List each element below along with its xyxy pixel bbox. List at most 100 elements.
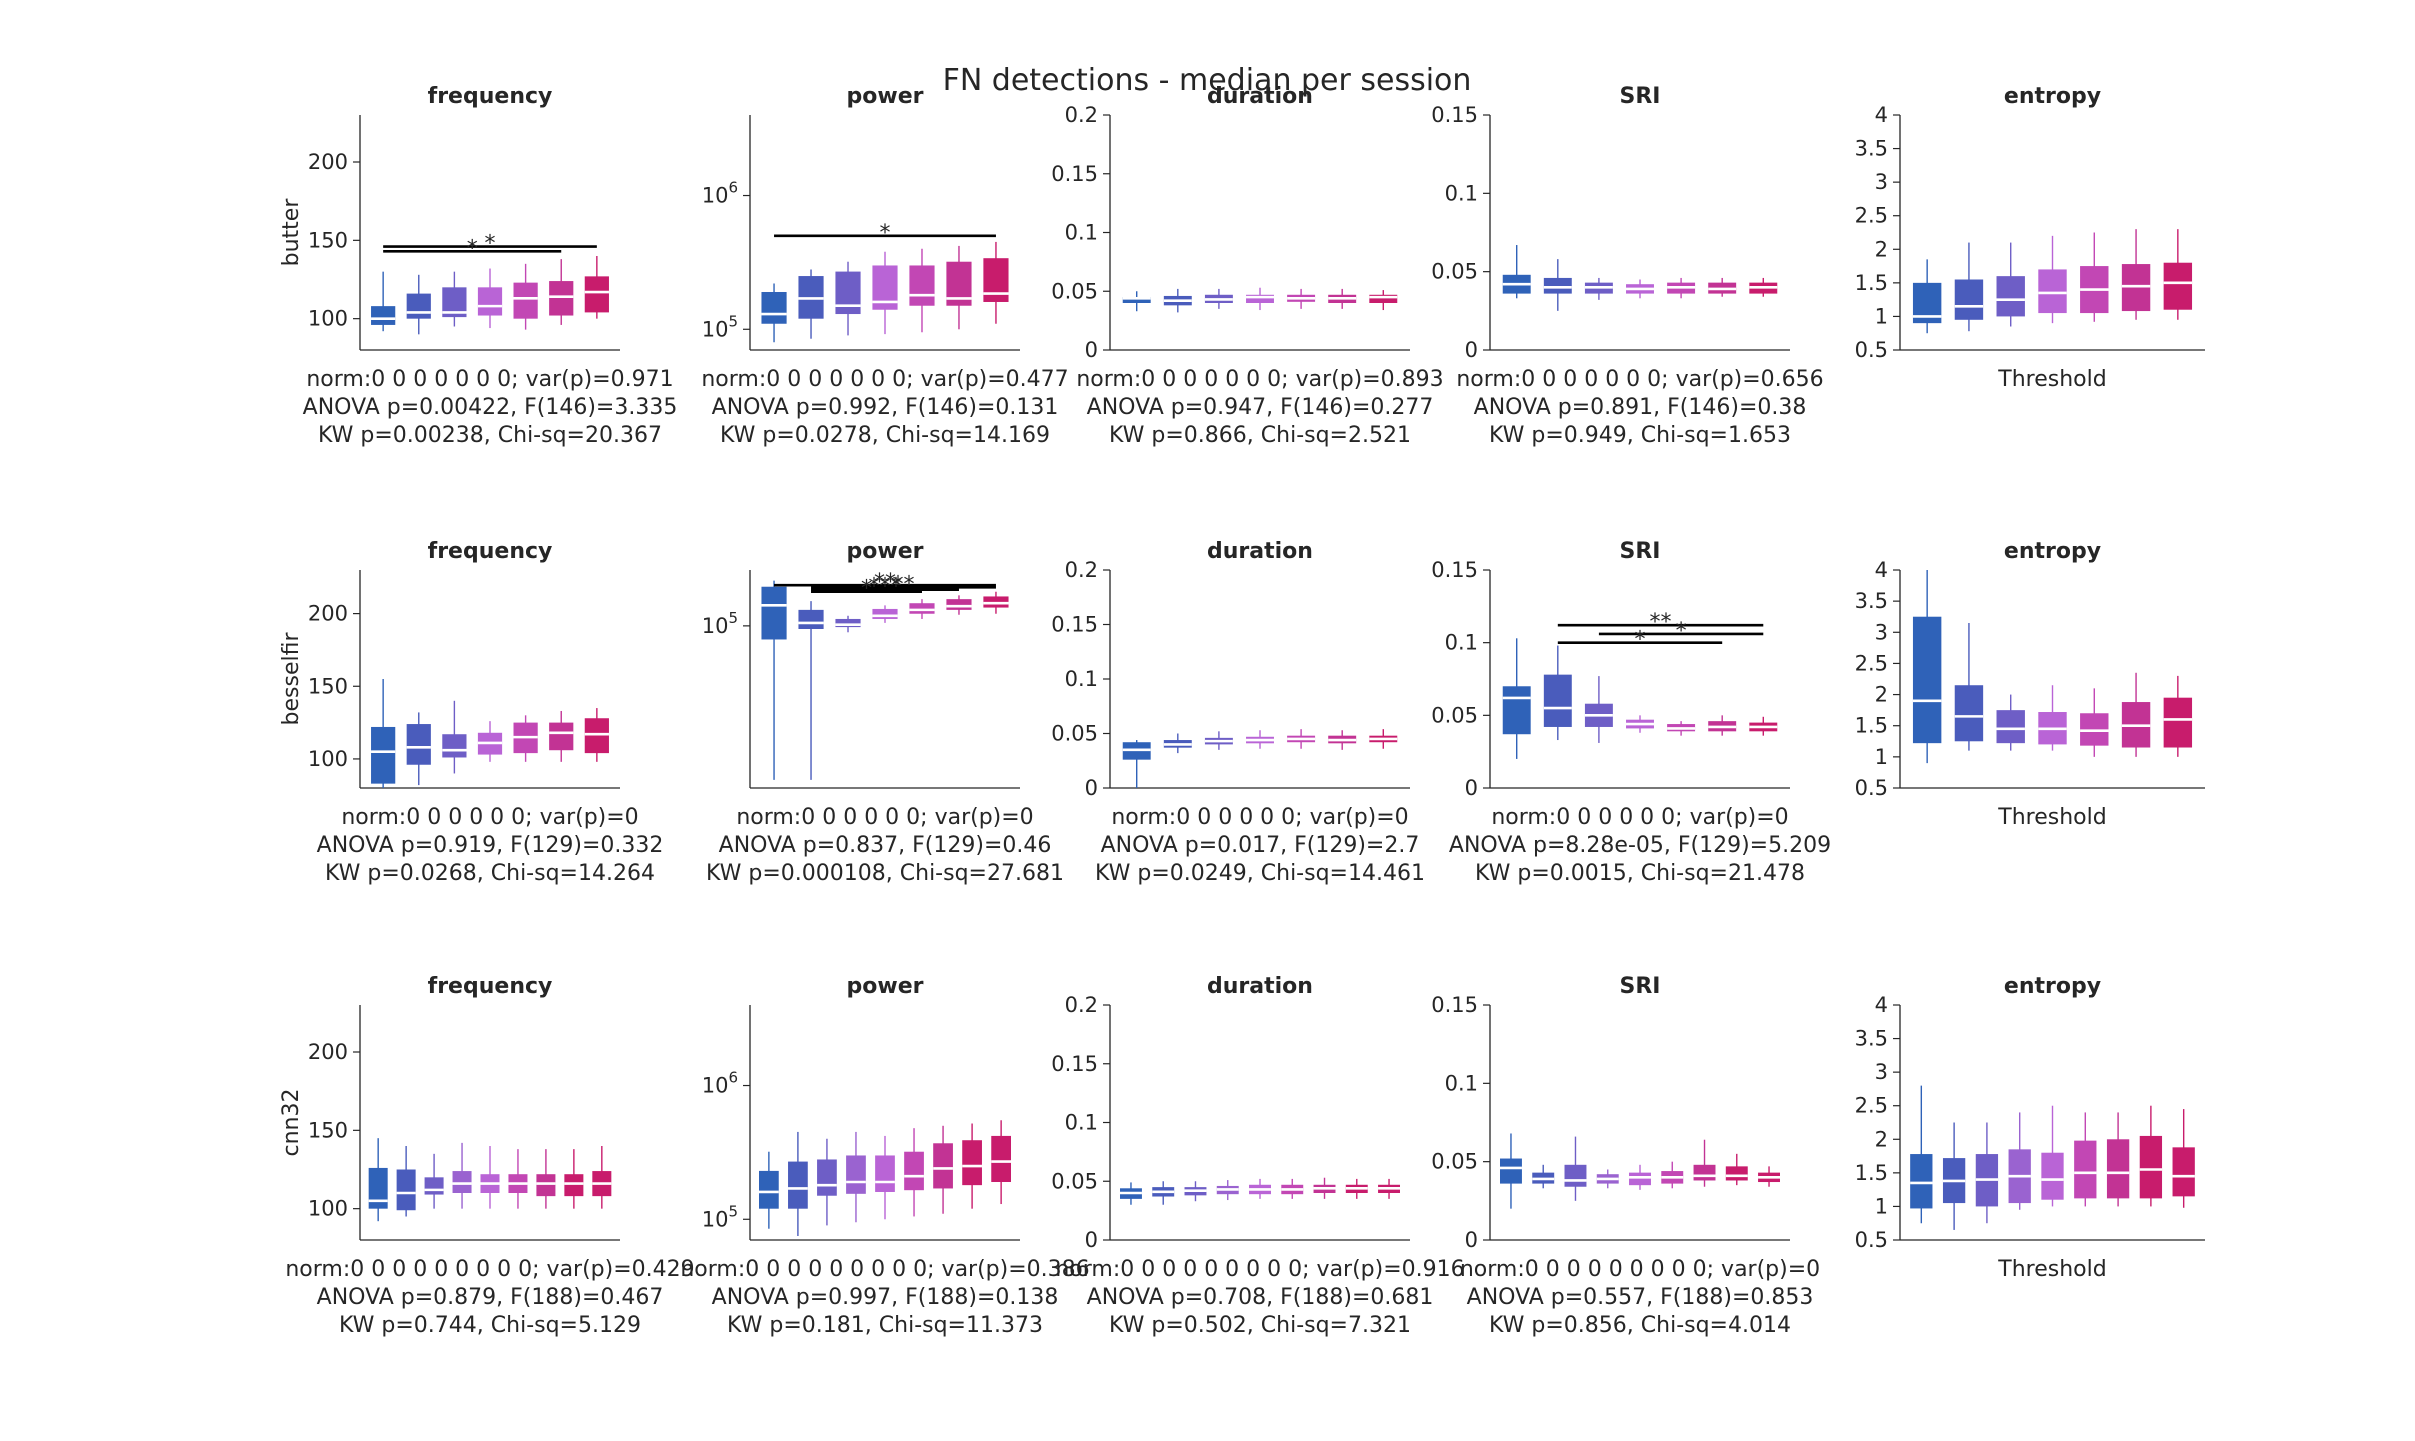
- y-tick-label: 2.5: [1855, 204, 1888, 228]
- y-tick-label: 3.5: [1855, 589, 1888, 613]
- box-9: [991, 1120, 1011, 1205]
- box-1: [1500, 1133, 1522, 1209]
- stats-anova: ANOVA p=0.919, F(129)=0.332: [317, 833, 664, 858]
- figure-title: FN detections - median per session: [943, 63, 1472, 98]
- box-6: [1708, 715, 1737, 736]
- y-tick-label: 0.1: [1445, 1071, 1478, 1095]
- y-tick-label: 0.2: [1065, 103, 1098, 127]
- box-iqr: [1502, 686, 1531, 735]
- stats-norm: norm:0 0 0 0 0 0; var(p)=0: [341, 805, 638, 830]
- box-9: [1758, 1166, 1780, 1187]
- box-2: [788, 1131, 808, 1236]
- y-tick-label: 3: [1875, 170, 1888, 194]
- box-iqr: [875, 1155, 895, 1192]
- y-tick-label: 150: [308, 1118, 348, 1142]
- box-1: [368, 1138, 388, 1222]
- box-7: [584, 256, 609, 319]
- panel-title: entropy: [2004, 539, 2101, 564]
- significance-label: *: [861, 577, 872, 602]
- box-iqr: [1954, 685, 1984, 742]
- box-1: [761, 283, 787, 343]
- y-tick-label: 0: [1465, 1228, 1478, 1252]
- y-tick-label: 4: [1875, 558, 1888, 582]
- panel-cnn32-frequency: frequency 100 150 200 cnn32 norm:0 0 0 0 0 0 …: [279, 974, 695, 1338]
- box-iqr: [2163, 262, 2193, 310]
- y-tick-label: 1.5: [1855, 271, 1888, 295]
- stats-anova: ANOVA p=0.947, F(146)=0.277: [1087, 395, 1434, 420]
- box-iqr: [368, 1167, 388, 1209]
- panel-cnn32-SRI: SRI 0 0.05 0.1 0.15 norm:0 0 0 0 0 0 0 0 0; v…: [1431, 974, 1820, 1338]
- box-2: [798, 269, 824, 339]
- box-6: [904, 1128, 924, 1217]
- box-2: [406, 274, 431, 335]
- y-tick-label: 1.5: [1855, 1161, 1888, 1185]
- panel-besselfir-duration: duration 0 0.05 0.1 0.15 0.2 norm:0 0 0 0 0 0;…: [1051, 539, 1425, 886]
- y-axis-label: cnn32: [279, 1089, 304, 1157]
- panel-title: power: [847, 539, 924, 564]
- stats-norm: norm:0 0 0 0 0 0; var(p)=0: [736, 805, 1033, 830]
- box-iqr: [1543, 277, 1572, 294]
- box-iqr: [946, 599, 972, 610]
- stats-norm: norm:0 0 0 0 0 0 0; var(p)=0.477: [701, 367, 1068, 392]
- box-iqr: [962, 1140, 982, 1186]
- box-9: [2172, 1109, 2195, 1208]
- box-7: [536, 1149, 556, 1209]
- y-tick-label: 0.05: [1051, 279, 1098, 303]
- significance-label: *: [485, 232, 496, 257]
- box-1: [759, 1151, 779, 1229]
- box-iqr: [817, 1159, 837, 1196]
- y-tick-label: 2.5: [1855, 1094, 1888, 1118]
- box-2: [1543, 259, 1572, 311]
- panel-besselfir-entropy: entropy 0.5 1 1.5 2 2.5 3 3.5 4 Threshold: [1855, 539, 2205, 830]
- box-6: [549, 259, 574, 325]
- stats-kw: KW p=0.00238, Chi-sq=20.367: [318, 423, 662, 448]
- y-tick-label: 1: [1875, 1194, 1888, 1218]
- stats-norm: norm:0 0 0 0 0 0 0 0 0; var(p)=0.916: [1055, 1257, 1464, 1282]
- box-2: [1942, 1122, 1966, 1230]
- y-tick-label: 200: [308, 1040, 348, 1064]
- stats-kw: KW p=0.0278, Chi-sq=14.169: [720, 423, 1050, 448]
- stats-kw: KW p=0.744, Chi-sq=5.129: [339, 1313, 641, 1338]
- box-4: [2038, 685, 2067, 751]
- box-7: [1369, 290, 1398, 311]
- y-tick-label: 0: [1085, 1228, 1098, 1252]
- panel-title: frequency: [428, 539, 553, 564]
- y-tick-label: 106: [702, 1069, 738, 1098]
- stats-anova: ANOVA p=0.992, F(146)=0.131: [712, 395, 1059, 420]
- significance-label: *: [467, 236, 478, 261]
- y-tick-label: 1: [1875, 304, 1888, 328]
- box-2: [396, 1146, 416, 1217]
- y-tick-label: 0.5: [1855, 338, 1888, 362]
- box-6: [1328, 730, 1357, 750]
- box-4: [1626, 715, 1654, 733]
- y-tick-label: 200: [308, 150, 348, 174]
- box-7: [1749, 277, 1778, 297]
- box-iqr: [933, 1143, 953, 1189]
- stats-anova: ANOVA p=0.017, F(129)=2.7: [1101, 833, 1420, 858]
- stats-norm: norm:0 0 0 0 0 0 0; var(p)=0.971: [306, 367, 673, 392]
- panel-title: duration: [1207, 974, 1313, 999]
- box-5: [1249, 1178, 1271, 1199]
- y-tick-label: 2.5: [1855, 651, 1888, 675]
- box-3: [1996, 694, 2025, 751]
- y-tick-label: 0.5: [1855, 1228, 1888, 1252]
- y-tick-label: 2: [1875, 237, 1888, 261]
- box-2: [1152, 1181, 1175, 1205]
- y-tick-label: 0.05: [1051, 722, 1098, 746]
- box-4: [846, 1131, 866, 1223]
- box-4: [1246, 287, 1274, 311]
- box-7: [983, 591, 1009, 614]
- box-iqr: [1369, 294, 1398, 303]
- box-5: [1287, 288, 1316, 309]
- box-iqr: [991, 1135, 1011, 1182]
- panel-butter-SRI: SRI 0 0.05 0.1 0.15 norm:0 0 0 0 0 0 0; var(p…: [1431, 84, 1823, 448]
- box-5: [1629, 1164, 1651, 1190]
- box-3: [1975, 1122, 1999, 1224]
- stats-anova: ANOVA p=0.891, F(146)=0.38: [1474, 395, 1807, 420]
- panel-title: power: [847, 974, 924, 999]
- panel-butter-duration: duration 0 0.05 0.1 0.15 0.2 norm:0 0 0 0 0 0 …: [1051, 84, 1443, 448]
- box-4: [872, 605, 898, 623]
